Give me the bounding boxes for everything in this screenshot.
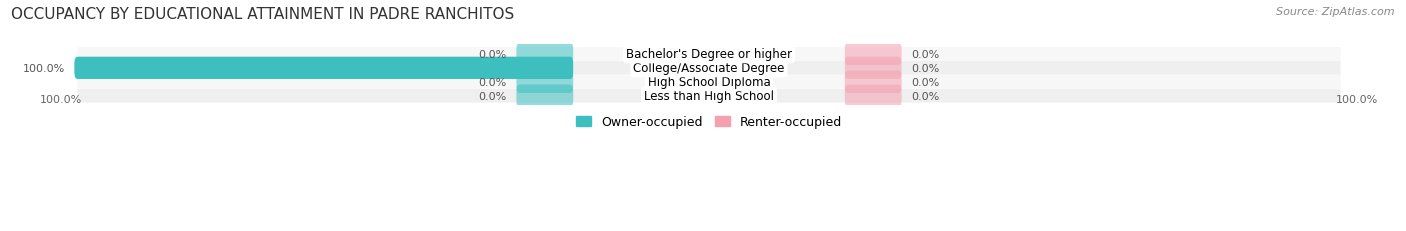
FancyBboxPatch shape: [75, 58, 574, 80]
FancyBboxPatch shape: [845, 44, 901, 66]
Text: 100.0%: 100.0%: [1336, 95, 1378, 105]
Text: 0.0%: 0.0%: [478, 91, 508, 101]
FancyBboxPatch shape: [516, 85, 574, 107]
FancyBboxPatch shape: [77, 89, 1340, 103]
Text: High School Diploma: High School Diploma: [648, 76, 770, 89]
Text: OCCUPANCY BY EDUCATIONAL ATTAINMENT IN PADRE RANCHITOS: OCCUPANCY BY EDUCATIONAL ATTAINMENT IN P…: [11, 7, 515, 22]
Text: 100.0%: 100.0%: [39, 95, 82, 105]
FancyBboxPatch shape: [77, 76, 1340, 89]
FancyBboxPatch shape: [845, 58, 901, 80]
Text: 0.0%: 0.0%: [911, 77, 939, 87]
Text: Bachelor's Degree or higher: Bachelor's Degree or higher: [626, 48, 792, 61]
Text: 100.0%: 100.0%: [22, 64, 65, 73]
FancyBboxPatch shape: [77, 62, 1340, 75]
Text: Less than High School: Less than High School: [644, 90, 773, 103]
FancyBboxPatch shape: [77, 48, 1340, 61]
Text: 0.0%: 0.0%: [911, 50, 939, 60]
Text: College/Associate Degree: College/Associate Degree: [633, 62, 785, 75]
Legend: Owner-occupied, Renter-occupied: Owner-occupied, Renter-occupied: [571, 110, 848, 133]
Text: 0.0%: 0.0%: [478, 77, 508, 87]
FancyBboxPatch shape: [845, 85, 901, 107]
FancyBboxPatch shape: [516, 71, 574, 94]
FancyBboxPatch shape: [516, 44, 574, 66]
Text: 0.0%: 0.0%: [911, 64, 939, 73]
FancyBboxPatch shape: [845, 71, 901, 94]
Text: Source: ZipAtlas.com: Source: ZipAtlas.com: [1277, 7, 1395, 17]
Text: 0.0%: 0.0%: [911, 91, 939, 101]
Text: 0.0%: 0.0%: [478, 50, 508, 60]
